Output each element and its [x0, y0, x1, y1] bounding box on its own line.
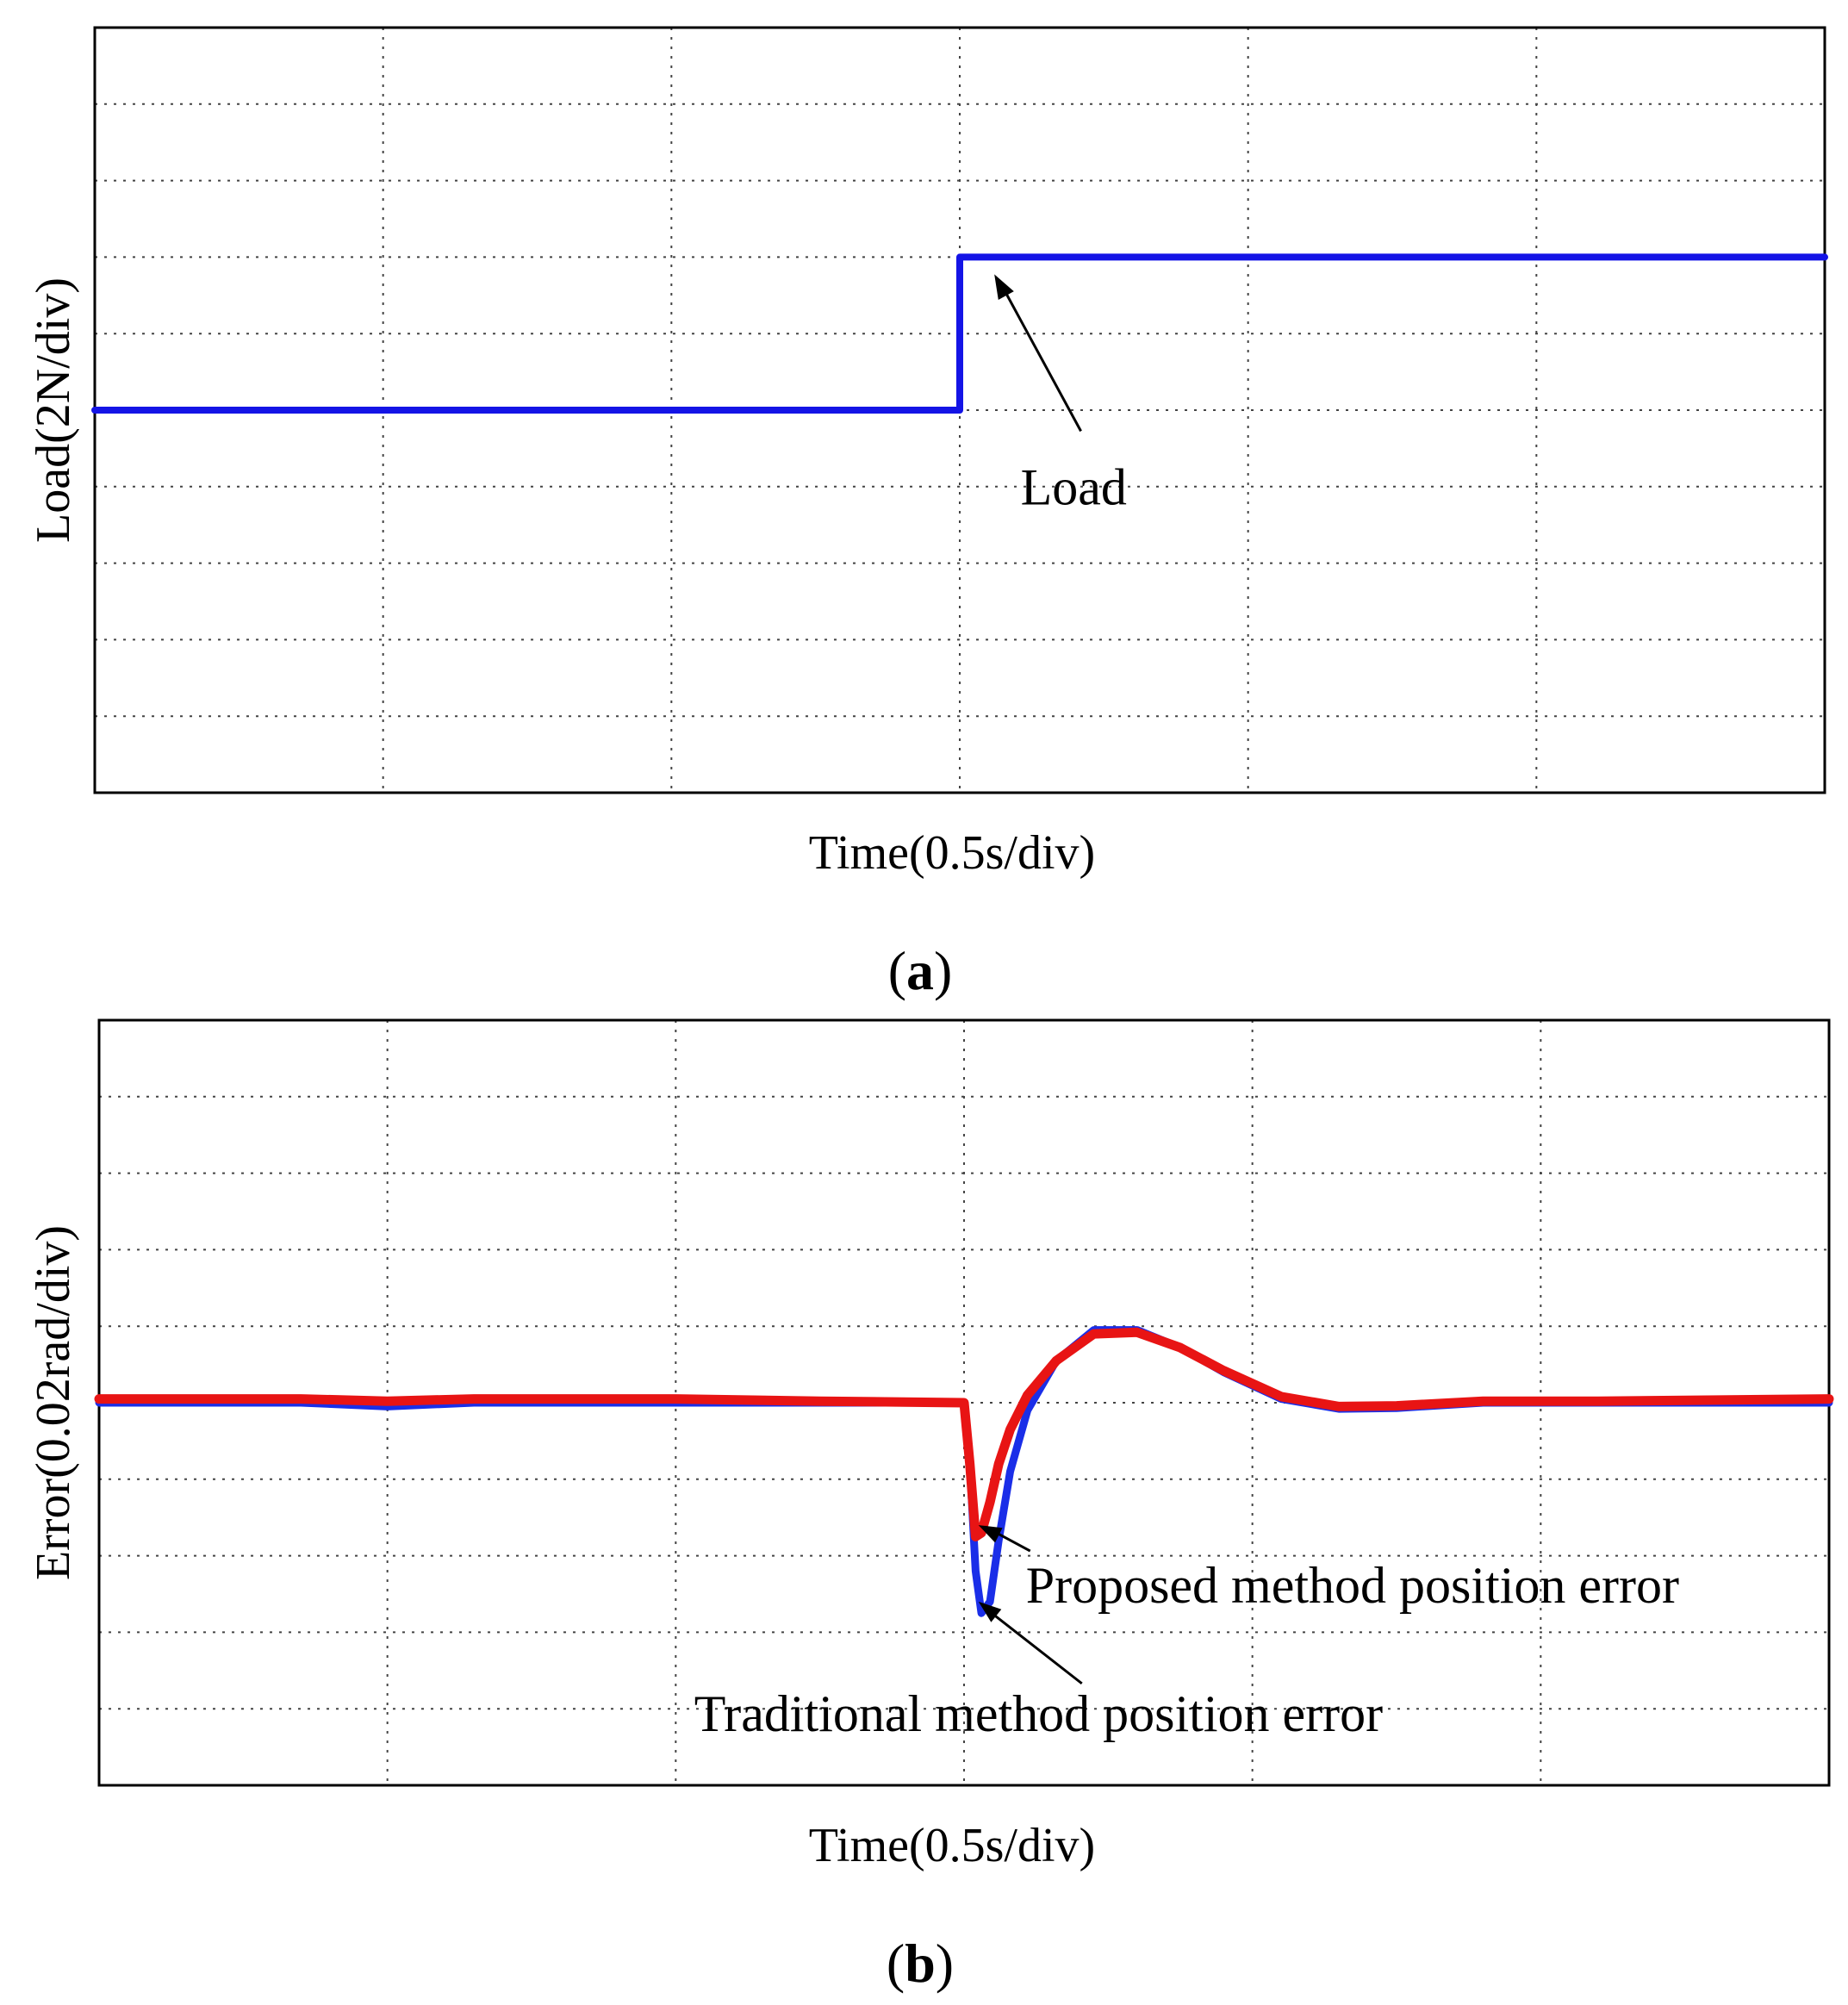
series-line-b-1: [94, 1327, 1834, 1541]
grid-b: [99, 1020, 1829, 1785]
x-axis-label-b: Time(0.5s/div): [809, 1819, 1095, 1872]
y-axis-label-b: Error(0.02rad/div): [27, 1225, 80, 1580]
panel-b: Proposed method position error Traditiona…: [27, 1018, 1834, 1994]
load-label: Load: [1021, 458, 1127, 515]
caption-a: (a): [888, 940, 953, 1001]
proposed-label: Proposed method position error: [1026, 1557, 1679, 1614]
series-a: [91, 253, 1828, 414]
y-axis-label-a: Load(2N/div): [27, 277, 80, 543]
traditional-arrow: [982, 1605, 1083, 1685]
annotations-b: Proposed method position error Traditiona…: [694, 1525, 1679, 1742]
traditional-arrow-head: [978, 1601, 1002, 1622]
x-axis-label-a: Time(0.5s/div): [809, 826, 1095, 880]
proposed-arrow-head: [978, 1525, 1003, 1543]
caption-b: (b): [887, 1933, 954, 1994]
load-arrow-head: [994, 274, 1014, 300]
panel-a: Load Load(2N/div) Time(0.5s/div) (a): [27, 26, 1828, 1001]
series-line-a-0: [91, 253, 1828, 414]
annotation-load: Load: [994, 274, 1127, 515]
traditional-label: Traditional method position error: [694, 1685, 1383, 1742]
series-b: [94, 1326, 1834, 1617]
load-arrow: [998, 280, 1082, 433]
